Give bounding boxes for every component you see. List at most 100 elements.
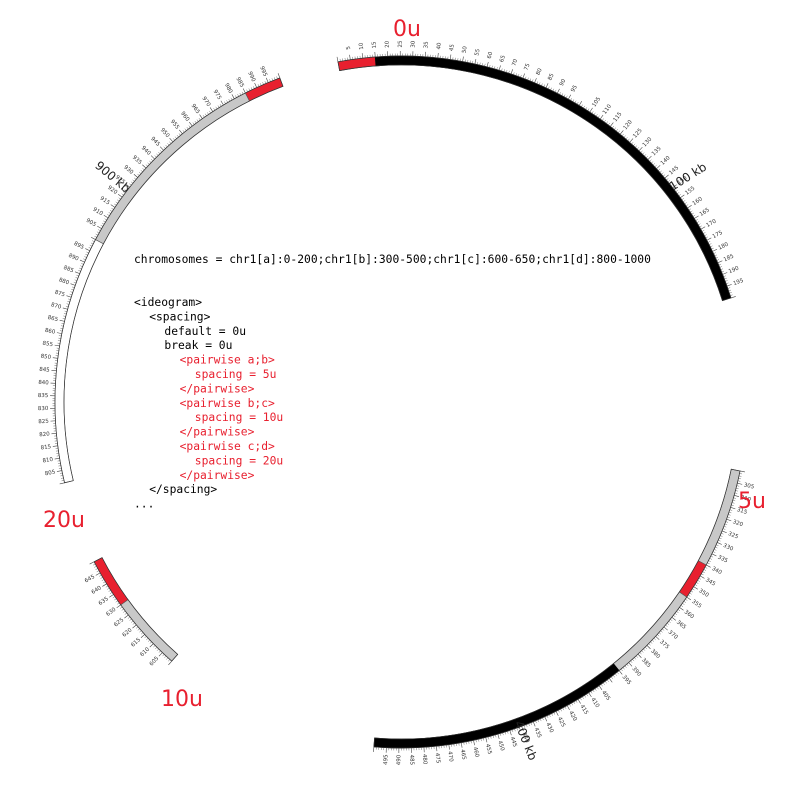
tick-mark	[684, 202, 687, 205]
tick-mark	[56, 332, 62, 334]
tick-mark	[101, 579, 105, 581]
tick-mark	[74, 271, 80, 274]
tick-mark	[627, 138, 630, 141]
tick-mark	[698, 223, 701, 226]
config-line: ...	[134, 498, 154, 511]
tick-label: 630	[105, 607, 117, 618]
config-line: spacing = 20u	[195, 454, 283, 467]
tick-mark	[56, 470, 62, 472]
tick-mark	[59, 482, 65, 485]
tick-label: 170	[705, 218, 718, 229]
tick-mark	[559, 92, 561, 95]
tick-mark	[577, 699, 581, 704]
tick-mark	[589, 107, 593, 113]
tick-mark	[485, 737, 488, 743]
tick-mark	[701, 573, 704, 576]
tick-mark	[645, 647, 648, 650]
tick-mark	[731, 504, 734, 506]
tick-label: 335	[716, 555, 729, 565]
tick-mark	[83, 258, 86, 260]
tick-mark	[564, 706, 567, 709]
tick-mark	[528, 723, 530, 727]
tick-mark	[109, 592, 113, 594]
tick-mark	[729, 509, 733, 511]
tick-mark	[706, 237, 712, 241]
tick-mark	[586, 693, 589, 697]
tick-mark	[137, 173, 140, 176]
tick-label: 645	[84, 574, 97, 585]
tick-mark	[241, 91, 244, 95]
tick-mark	[101, 222, 105, 225]
tick-mark	[628, 662, 633, 667]
tick-mark	[130, 181, 134, 184]
tick-mark	[696, 221, 700, 223]
tick-label: 135	[651, 145, 663, 157]
tick-mark	[710, 555, 714, 558]
tick-mark	[597, 115, 600, 118]
tick-mark	[100, 225, 103, 227]
tick-mark	[162, 654, 165, 657]
tick-label: 325	[727, 531, 739, 541]
tick-mark	[636, 147, 639, 150]
tick-mark	[250, 87, 253, 90]
tick-mark	[720, 268, 724, 270]
tick-mark	[146, 638, 149, 641]
tick-mark	[114, 598, 117, 601]
tick-mark	[124, 189, 127, 192]
tick-mark	[727, 516, 730, 518]
tick-mark	[503, 69, 505, 72]
tick-mark	[725, 280, 728, 282]
tick-mark	[62, 307, 68, 310]
tick-mark	[449, 54, 452, 60]
tick-mark	[169, 141, 172, 144]
tick-mark	[132, 624, 137, 629]
tick-mark	[711, 553, 717, 557]
tick-mark	[114, 203, 117, 206]
tick-mark	[164, 655, 167, 659]
tick-mark	[504, 731, 506, 735]
tick-mark	[167, 143, 170, 146]
tick-mark	[116, 604, 121, 609]
tick-mark	[131, 620, 134, 623]
chromosomes-config-line: chromosomes = chr1[a]:0-200;chr1[b]:300-…	[134, 253, 651, 266]
tick-mark	[52, 445, 58, 447]
tick-label: 460	[472, 746, 480, 758]
tick-mark	[713, 252, 716, 254]
tick-mark	[150, 155, 155, 160]
tick-mark	[121, 193, 124, 196]
tick-mark	[662, 628, 665, 631]
tick-mark	[592, 689, 595, 693]
tick-mark	[94, 235, 97, 238]
tick-mark	[481, 63, 483, 66]
tick-mark	[695, 219, 698, 221]
tick-mark	[158, 650, 161, 653]
tick-mark	[645, 155, 649, 158]
tick-mark	[730, 294, 733, 296]
tick-mark	[660, 630, 663, 633]
tick-mark	[76, 274, 79, 277]
tick-mark	[80, 265, 83, 267]
tick-mark	[168, 660, 172, 666]
tick-mark	[532, 721, 536, 727]
tick-mark	[118, 197, 121, 200]
tick-label: 990	[246, 71, 256, 83]
tick-label: 635	[98, 596, 110, 607]
tick-mark	[536, 81, 538, 84]
tick-mark	[527, 77, 529, 81]
tick-mark	[163, 146, 166, 149]
tick-label: 70	[511, 58, 519, 67]
tick-mark	[711, 247, 714, 250]
tick-mark	[349, 54, 351, 60]
tick-mark	[532, 79, 534, 82]
tick-label: 985	[235, 76, 245, 89]
tick-mark	[155, 647, 158, 650]
tick-mark	[728, 511, 732, 514]
tick-label: 315	[736, 507, 748, 516]
tick-mark	[492, 735, 494, 739]
tick-label: 360	[683, 609, 695, 620]
tick-mark	[606, 121, 608, 124]
tick-label: 435	[533, 727, 543, 739]
spacing-label-10u: 10u	[161, 687, 203, 712]
